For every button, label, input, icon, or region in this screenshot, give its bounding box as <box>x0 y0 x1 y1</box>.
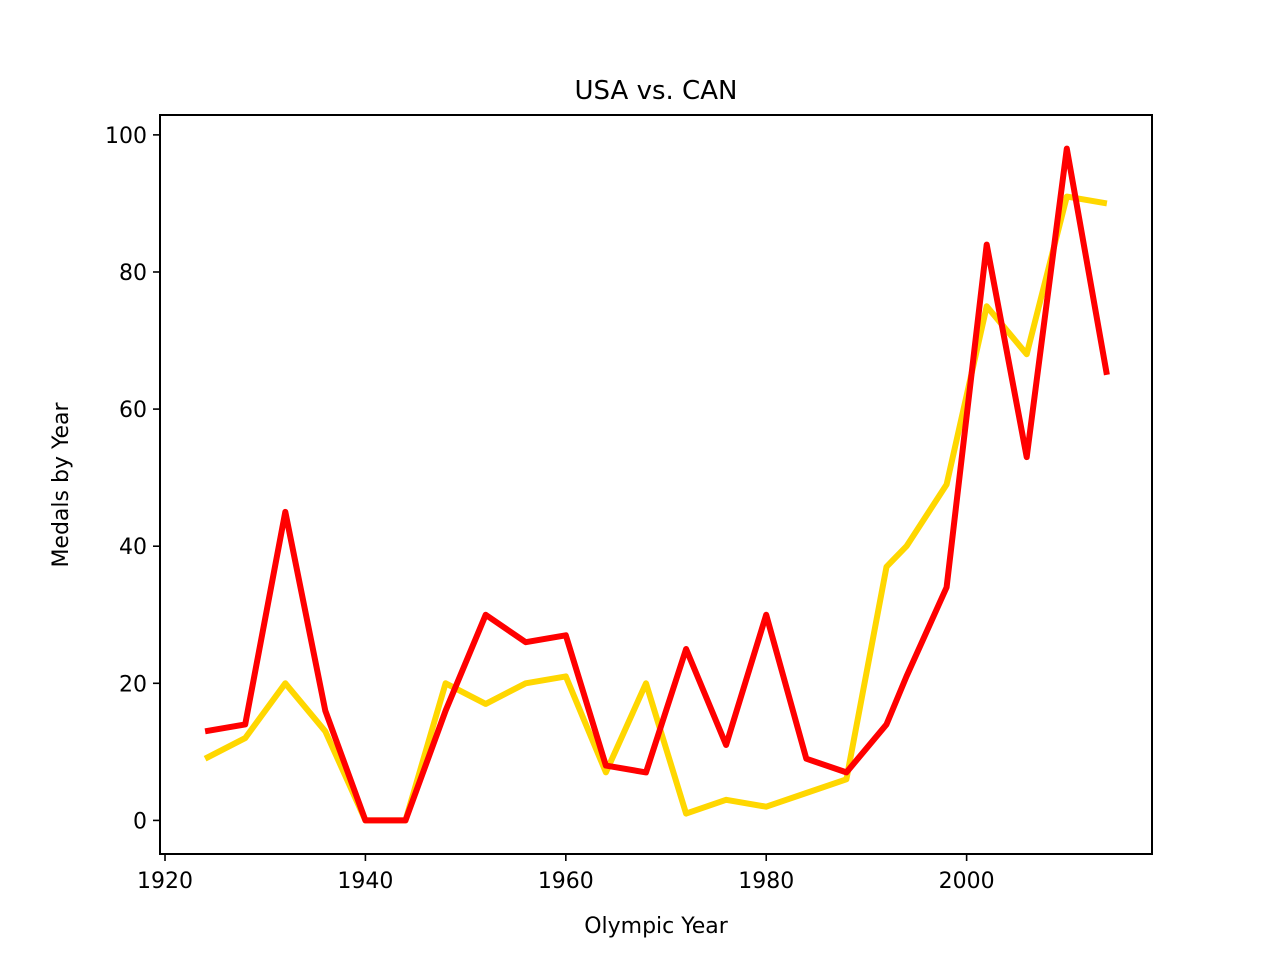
y-tick-label: 20 <box>119 672 147 697</box>
x-tick-label: 1980 <box>738 869 794 894</box>
x-axis: 1920 1940 1960 1980 2000 <box>137 854 995 894</box>
chart-title: USA vs. CAN <box>575 76 738 106</box>
x-tick-label: 1920 <box>137 869 193 894</box>
y-axis-label: Medals by Year <box>49 402 74 568</box>
y-axis: 0 20 40 60 80 100 <box>105 124 160 834</box>
y-tick-label: 100 <box>105 124 147 149</box>
series-line-2 <box>204 145 1110 824</box>
y-tick-label: 80 <box>119 261 147 286</box>
y-tick-label: 40 <box>119 535 147 560</box>
series-line-1 <box>203 193 1108 824</box>
x-tick-label: 2000 <box>939 869 995 894</box>
series-layer <box>203 145 1110 824</box>
x-tick-label: 1960 <box>538 869 594 894</box>
plot-frame <box>159 114 1153 855</box>
x-tick-label: 1940 <box>337 869 393 894</box>
y-tick-label: 60 <box>119 398 147 423</box>
x-axis-label: Olympic Year <box>584 914 729 939</box>
y-tick-label: 0 <box>133 809 147 834</box>
